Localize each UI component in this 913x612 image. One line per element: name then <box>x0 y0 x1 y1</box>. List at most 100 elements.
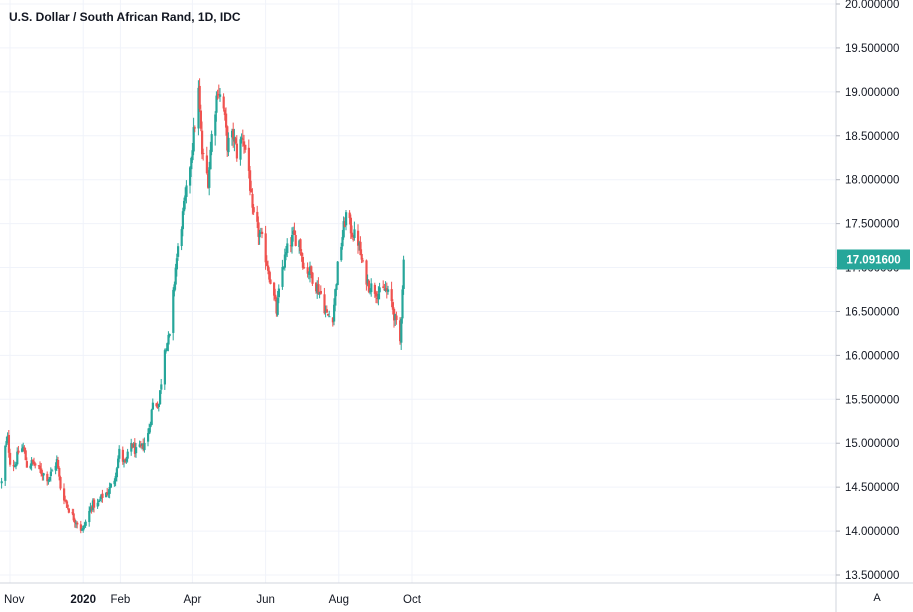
candle <box>40 463 43 477</box>
candle-body <box>282 266 285 269</box>
candle <box>48 476 51 483</box>
candle <box>365 259 368 291</box>
candle <box>232 122 235 148</box>
candle-body <box>298 240 301 248</box>
y-tick-label: 14.500000 <box>845 482 899 494</box>
candle <box>135 443 138 458</box>
candle <box>159 390 162 406</box>
candle-body <box>217 93 220 96</box>
candle-body <box>393 308 396 321</box>
candle-body <box>207 173 210 188</box>
candle-body <box>49 471 52 477</box>
candle <box>265 255 268 267</box>
candle-body <box>382 286 385 288</box>
candle <box>306 262 309 278</box>
candle-body <box>123 459 126 462</box>
candle <box>400 317 403 350</box>
candle <box>353 221 356 241</box>
candle <box>25 457 28 468</box>
candle-body <box>259 232 262 234</box>
candle-body <box>267 265 270 271</box>
candle-body <box>311 272 314 284</box>
x-tick-label: Apr <box>183 594 201 606</box>
auto-scale-button[interactable]: A <box>864 587 890 607</box>
candle <box>58 466 61 481</box>
candle <box>223 107 226 121</box>
candle-body <box>198 85 201 109</box>
candle <box>118 445 121 463</box>
candle-body <box>315 282 318 292</box>
candle <box>7 429 10 458</box>
candle-body <box>13 465 16 467</box>
candle <box>286 238 289 258</box>
candle <box>333 298 336 326</box>
candle <box>387 285 390 295</box>
candle <box>239 136 242 166</box>
candle-body <box>250 188 253 193</box>
candle-body <box>131 443 134 448</box>
candle <box>39 461 42 473</box>
candle <box>193 125 196 133</box>
candle <box>189 166 192 194</box>
candle-body <box>7 435 10 453</box>
candle <box>67 507 70 514</box>
candle <box>268 267 271 283</box>
candle-body <box>5 441 8 445</box>
candle-body <box>82 525 85 531</box>
candle-body <box>395 315 398 321</box>
candle-body <box>234 138 237 143</box>
candle <box>143 437 146 453</box>
candle <box>13 461 16 468</box>
candle-body <box>174 267 177 285</box>
candle <box>241 129 244 147</box>
candle <box>352 234 355 242</box>
candle-body <box>72 513 75 521</box>
candle-body <box>21 448 24 452</box>
candle-body <box>341 237 344 247</box>
candle <box>215 91 218 122</box>
auto-scale-button-bg[interactable] <box>864 587 890 607</box>
candle <box>247 139 250 179</box>
candle-body <box>257 222 260 237</box>
candle-body <box>155 403 158 407</box>
candle-body <box>172 289 175 333</box>
candle-body <box>400 318 403 343</box>
candle <box>250 180 253 193</box>
candle <box>214 111 217 146</box>
auto-scale-button-label[interactable]: A <box>873 592 881 604</box>
candle <box>93 498 96 513</box>
candle-body <box>142 444 145 449</box>
candle <box>259 227 262 234</box>
candle-body <box>12 465 15 467</box>
candle-body <box>88 510 91 523</box>
candle-body <box>294 235 297 247</box>
last-price-marker: 17.091600 <box>837 249 910 270</box>
candle <box>264 225 267 270</box>
candle <box>99 496 102 502</box>
candle <box>33 457 36 467</box>
candle <box>307 271 310 280</box>
candle-body <box>307 273 310 275</box>
candle-body <box>84 521 87 526</box>
candle <box>123 459 126 468</box>
candle <box>210 130 213 156</box>
candle <box>303 262 306 269</box>
candle-body <box>303 267 306 269</box>
y-tick-label: 18.500000 <box>845 131 899 143</box>
candle <box>360 249 363 264</box>
candle-body <box>100 494 103 499</box>
candle <box>121 446 124 465</box>
candle-body <box>325 309 328 313</box>
candle-body <box>342 221 345 238</box>
candle <box>168 333 171 338</box>
candle-body <box>16 451 19 465</box>
candle-body <box>394 314 397 321</box>
candle-body <box>301 256 304 268</box>
candle <box>377 286 380 306</box>
candle <box>328 310 331 318</box>
candle-body <box>177 246 180 257</box>
candle-body <box>390 289 393 302</box>
candle <box>192 117 195 156</box>
candle-body <box>222 96 225 109</box>
candle <box>289 237 292 253</box>
